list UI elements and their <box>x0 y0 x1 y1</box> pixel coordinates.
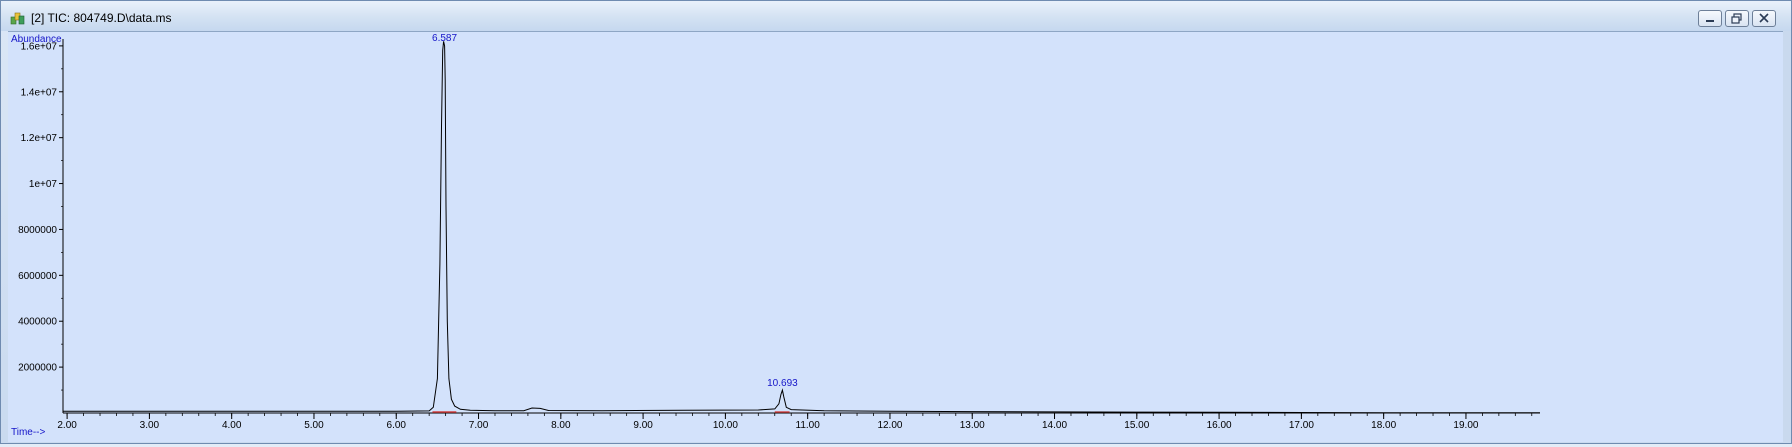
x-tick-label: 13.00 <box>960 420 985 431</box>
vertical-scrollbar[interactable] <box>1783 31 1791 441</box>
chart-area[interactable]: 2.00 3.00 4.00 5.00 6.00 7.00 8.00 9.00 10.00 11.… <box>8 31 1783 442</box>
x-tick-label: 16.00 <box>1207 420 1232 431</box>
x-tick-label: 2.00 <box>57 420 77 431</box>
x-tick-label: 14.00 <box>1042 420 1067 431</box>
x-tick-label: 11.00 <box>796 420 821 431</box>
x-tick-label: 9.00 <box>633 420 653 431</box>
y-tick-label: 1.6e+07 <box>21 41 58 52</box>
x-tick-label: 5.00 <box>304 420 324 431</box>
x-tick-label: 8.00 <box>551 420 571 431</box>
ticks: 2.00 3.00 4.00 5.00 6.00 7.00 8.00 9.00 10.00 11.… <box>18 41 1533 431</box>
y-tick-label: 2000000 <box>18 363 57 374</box>
title-bar[interactable]: [2] TIC: 804749.D\data.ms <box>1 1 1791 31</box>
x-tick-label: 12.00 <box>877 420 902 431</box>
x-tick-label: 10.00 <box>713 420 738 431</box>
trace <box>63 41 1540 414</box>
chromatogram-chart[interactable]: 2.00 3.00 4.00 5.00 6.00 7.00 8.00 9.00 10.00 11.… <box>8 32 1783 442</box>
close-icon <box>1759 13 1769 23</box>
y-tick-label: 1e+07 <box>29 179 58 190</box>
peak-label: 6.587 <box>432 33 457 44</box>
chromatogram-app-icon <box>10 12 25 25</box>
close-button[interactable] <box>1752 10 1776 27</box>
x-tick-label: 7.00 <box>469 420 489 431</box>
y-tick-label: 8000000 <box>18 225 57 236</box>
x-tick-label: 6.00 <box>387 420 407 431</box>
y-tick-label: 4000000 <box>18 317 57 328</box>
x-tick-label: 3.00 <box>140 420 160 431</box>
peak-label: 10.693 <box>767 378 798 389</box>
restore-icon <box>1731 13 1742 24</box>
x-axis-label: Time--> <box>11 427 46 438</box>
y-tick-label: 1.2e+07 <box>21 133 58 144</box>
x-tick-label: 15.00 <box>1124 420 1149 431</box>
window-title: [2] TIC: 804749.D\data.ms <box>31 11 172 25</box>
minimize-icon <box>1706 20 1714 22</box>
peak-labels: 6.587 10.693 <box>432 33 798 389</box>
x-tick-label: 18.00 <box>1371 420 1396 431</box>
y-tick-label: 6000000 <box>18 271 57 282</box>
x-tick-label: 4.00 <box>222 420 242 431</box>
y-axis-label: Abundance <box>11 34 62 45</box>
tic-trace-line <box>63 41 1540 414</box>
minimize-button[interactable] <box>1698 10 1722 27</box>
x-tick-label: 17.00 <box>1289 420 1314 431</box>
x-tick-label: 19.00 <box>1453 420 1478 431</box>
restore-button[interactable] <box>1725 10 1749 27</box>
axes <box>62 39 1540 414</box>
y-tick-label: 1.4e+07 <box>21 87 58 98</box>
